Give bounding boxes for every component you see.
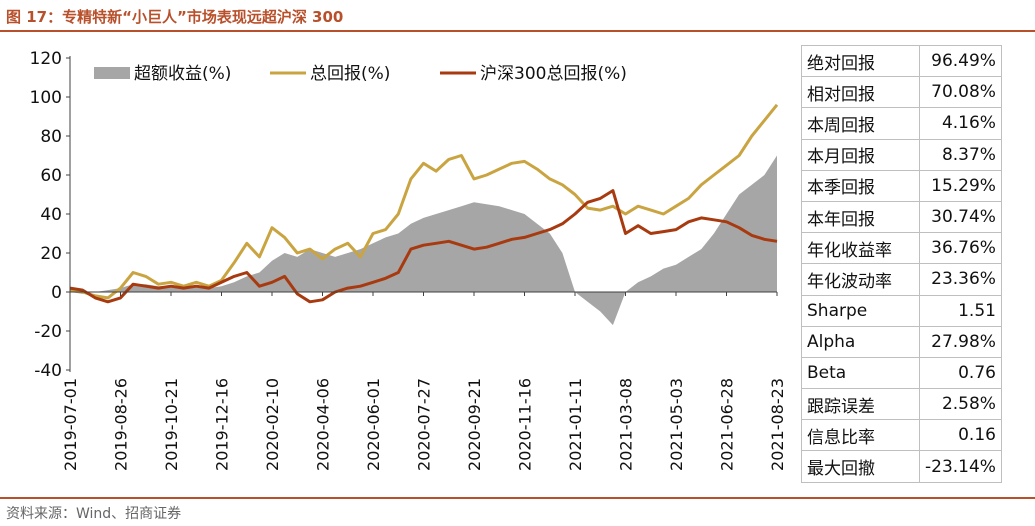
- title-rule: [0, 30, 1035, 32]
- hs300-return-line: [69, 189, 778, 304]
- stat-label: 本周回报: [801, 107, 920, 140]
- stats-row: 相对回报 70.08%: [801, 76, 1002, 109]
- x-tick-label: 2019-07-01: [61, 378, 80, 471]
- stat-value: 15.29%: [919, 169, 1002, 202]
- stat-label: 本月回报: [801, 138, 920, 171]
- stats-row: 最大回撤 -23.14%: [801, 450, 1002, 483]
- excess-return-area: [70, 155, 777, 326]
- x-tick-label: 2020-11-16: [516, 378, 535, 471]
- x-tick-label: 2019-10-21: [162, 378, 181, 471]
- stats-row: 信息比率 0.16: [801, 419, 1002, 452]
- stats-row: 年化收益率 36.76%: [801, 232, 1002, 265]
- x-tick-label: 2020-09-21: [465, 378, 484, 471]
- figure-title: 图 17：专精特新“小巨人”市场表现远超沪深 300: [6, 8, 344, 26]
- returns-chart: -40 -20 0 20 40 60 80 100 120 2019-07-01 2019-08-2…: [30, 49, 787, 471]
- stat-value: 30.74%: [919, 200, 1002, 234]
- stats-table: 绝对回报 96.49% 相对回报 70.08% 本周回报 4.16% 本月回报 8.37% 本季…: [801, 44, 1002, 483]
- x-tick-label: 2021-03-08: [617, 378, 636, 471]
- stat-value: 70.08%: [919, 76, 1002, 109]
- stat-value: 8.37%: [919, 138, 1002, 171]
- stats-row: 跟踪误差 2.58%: [801, 388, 1002, 421]
- stat-value: 36.76%: [919, 232, 1002, 265]
- stats-row: Sharpe 1.51: [801, 294, 1002, 327]
- x-tick-label: 2019-12-16: [213, 378, 232, 471]
- y-tick-label: 0: [51, 283, 62, 303]
- legend-label: 超额收益(%): [134, 64, 231, 84]
- x-tick-label: 2020-04-06: [314, 378, 333, 471]
- stat-label: 最大回撤: [801, 450, 920, 483]
- stats-row: 本月回报 8.37%: [801, 138, 1002, 171]
- x-tick-label: 2019-08-26: [112, 378, 131, 471]
- stat-label: 本季回报: [801, 169, 920, 202]
- x-tick-label: 2021-05-03: [667, 378, 686, 471]
- x-tick-label: 2020-07-27: [415, 378, 434, 471]
- stat-label: 年化收益率: [801, 232, 920, 265]
- y-tick-label: 100: [30, 88, 62, 108]
- footer-rule: [0, 497, 1035, 499]
- stat-label: 年化波动率: [801, 263, 920, 296]
- x-tick-label: 2021-08-23: [768, 378, 787, 471]
- stat-value: 2.58%: [919, 388, 1002, 421]
- stats-row: 本年回报 30.74%: [801, 200, 1002, 234]
- x-tick-label: 2020-06-01: [364, 378, 383, 471]
- stat-value: 1.51: [919, 294, 1002, 327]
- stat-label: 相对回报: [801, 76, 920, 109]
- x-tick-label: 2021-01-11: [566, 378, 585, 471]
- stat-value: 96.49%: [919, 44, 1002, 78]
- source-note: 资料来源：Wind、招商证券: [6, 506, 182, 522]
- y-tick-label: -20: [34, 322, 62, 342]
- stats-row: Alpha 27.98%: [801, 325, 1002, 358]
- stats-row: 绝对回报 96.49%: [801, 44, 1002, 78]
- y-tick-label: 40: [40, 205, 62, 225]
- y-tick-label: 20: [40, 244, 62, 264]
- stat-value: 4.16%: [919, 107, 1002, 140]
- stat-label: 信息比率: [801, 419, 920, 452]
- stat-value: -23.14%: [919, 450, 1002, 483]
- total-return-line: [69, 103, 779, 300]
- stat-value: 27.98%: [919, 325, 1002, 358]
- stat-label: Sharpe: [801, 294, 920, 327]
- stats-row: 本季回报 15.29%: [801, 169, 1002, 202]
- stat-value: 0.76: [919, 356, 1002, 390]
- stat-label: 跟踪误差: [801, 388, 920, 421]
- stat-value: 0.16: [919, 419, 1002, 452]
- stats-row: 年化波动率 23.36%: [801, 263, 1002, 296]
- stat-label: 绝对回报: [801, 44, 920, 78]
- stats-row: 本周回报 4.16%: [801, 107, 1002, 140]
- legend-label: 总回报(%): [310, 64, 390, 84]
- x-tick-label: 2020-02-10: [263, 378, 282, 471]
- legend-label: 沪深300总回报(%): [480, 64, 627, 84]
- stat-value: 23.36%: [919, 263, 1002, 296]
- y-tick-label: 120: [30, 49, 62, 69]
- y-tick-label: -40: [34, 361, 62, 381]
- stat-label: Beta: [801, 356, 920, 390]
- stat-label: 本年回报: [801, 200, 920, 234]
- y-tick-label: 60: [40, 166, 62, 186]
- legend-swatch-excess: [94, 67, 130, 79]
- stats-row: Beta 0.76: [801, 356, 1002, 390]
- y-tick-label: 80: [40, 127, 62, 147]
- stat-label: Alpha: [801, 325, 920, 358]
- x-tick-label: 2021-06-28: [718, 378, 737, 471]
